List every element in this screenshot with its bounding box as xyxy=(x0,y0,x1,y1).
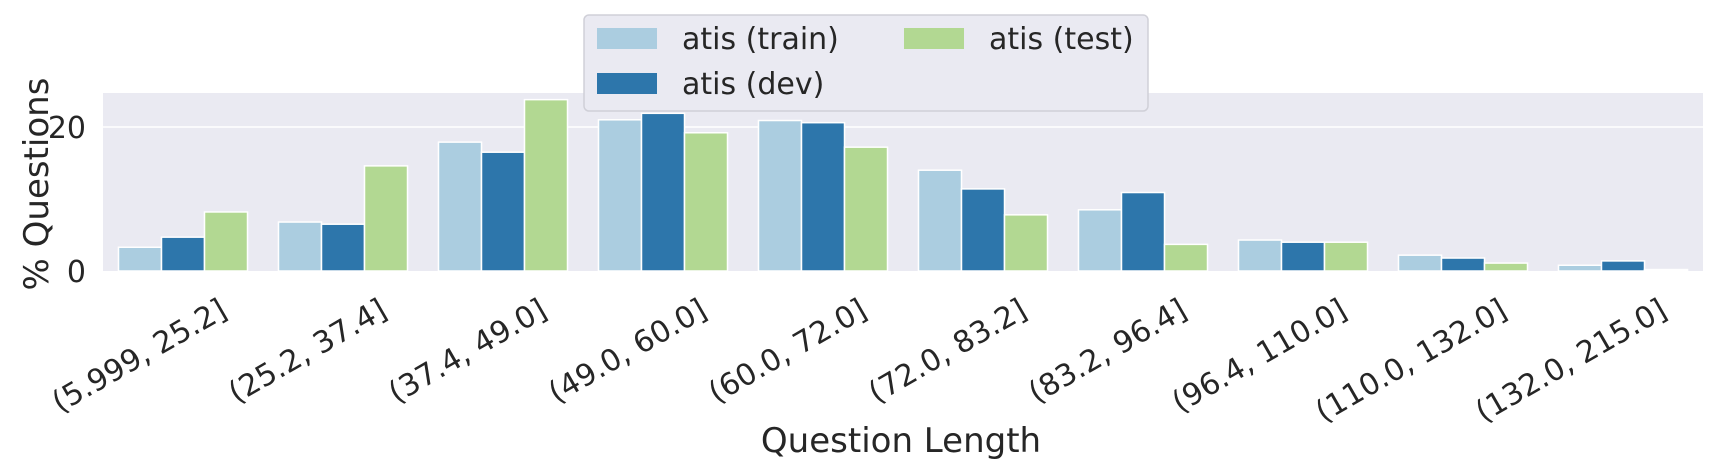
bar-atis-test-4 xyxy=(843,146,889,272)
bar-atis-test-8 xyxy=(1483,262,1529,272)
bar-atis-test-9 xyxy=(1643,268,1689,272)
bar-atis-test-7 xyxy=(1323,241,1369,272)
bar-atis-test-6 xyxy=(1163,243,1209,272)
y-tick-labels: 0 20 xyxy=(48,111,86,290)
bar-atis-test-2 xyxy=(523,98,569,272)
x-axis-label: Question Length xyxy=(761,421,1041,461)
x-tick-label: (49.0, 60.0] xyxy=(543,292,713,410)
bar-atis-dev-8 xyxy=(1440,257,1486,272)
x-tick-label: (72.0, 83.2] xyxy=(863,292,1033,410)
bar-atis-train-7 xyxy=(1237,239,1283,272)
legend-label-dev: atis (dev) xyxy=(682,67,824,102)
bar-atis-dev-3 xyxy=(640,112,686,272)
bar-atis-test-0 xyxy=(203,211,249,272)
y-axis-label: % Questions xyxy=(17,78,57,291)
x-tick-label: (37.4, 49.0] xyxy=(383,292,553,410)
bar-atis-test-5 xyxy=(1003,214,1049,272)
bar-atis-test-1 xyxy=(363,165,409,272)
x-tick-labels: (5.999, 25.2](25.2, 37.4](37.4, 49.0](49… xyxy=(46,292,1673,429)
bar-atis-train-2 xyxy=(437,141,483,272)
bar-atis-dev-2 xyxy=(480,151,526,272)
bars xyxy=(117,98,1689,272)
bar-atis-train-9 xyxy=(1557,264,1603,272)
bar-atis-dev-7 xyxy=(1280,241,1326,272)
bar-atis-dev-5 xyxy=(960,188,1006,272)
y-tick-label: 20 xyxy=(48,111,86,146)
bar-atis-train-0 xyxy=(117,246,163,272)
bar-atis-dev-6 xyxy=(1120,191,1166,272)
bar-atis-dev-9 xyxy=(1600,260,1646,272)
x-tick-label: (25.2, 37.4] xyxy=(223,292,393,410)
legend-swatch-train xyxy=(597,28,657,49)
bar-atis-test-3 xyxy=(683,132,729,272)
x-tick-label: (5.999, 25.2] xyxy=(46,292,233,420)
legend-swatch-dev xyxy=(597,73,657,94)
legend-label-train: atis (train) xyxy=(682,22,839,57)
legend: atis (train) atis (dev) atis (test) xyxy=(583,14,1149,112)
bar-atis-train-6 xyxy=(1077,209,1123,272)
bar-atis-dev-0 xyxy=(160,236,206,272)
bar-atis-train-1 xyxy=(277,221,323,272)
x-tick-label: (60.0, 72.0] xyxy=(703,292,873,410)
bar-atis-train-8 xyxy=(1397,254,1443,272)
bar-atis-train-5 xyxy=(917,169,963,272)
bar-atis-train-4 xyxy=(757,119,803,272)
legend-box xyxy=(583,14,1149,112)
legend-swatch-test xyxy=(904,28,964,49)
bar-atis-dev-1 xyxy=(320,223,366,272)
bar-atis-dev-4 xyxy=(800,121,846,272)
legend-label-test: atis (test) xyxy=(989,22,1134,57)
y-tick-label: 0 xyxy=(67,255,86,290)
bar-atis-train-3 xyxy=(597,119,643,272)
